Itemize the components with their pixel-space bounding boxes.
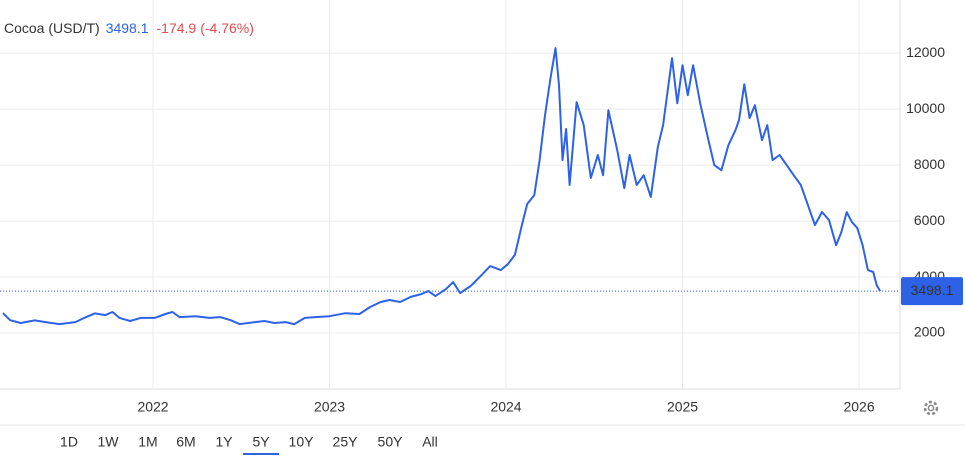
- range-button[interactable]: 50Y: [378, 434, 404, 450]
- range-button[interactable]: 1W: [98, 434, 120, 450]
- change-percent: (-4.76%): [200, 20, 254, 36]
- range-button[interactable]: 5Y: [252, 434, 270, 450]
- current-price-box: [901, 277, 963, 306]
- price: 3498.1: [106, 20, 149, 36]
- change: -174.9: [157, 20, 197, 36]
- range-button[interactable]: 6M: [176, 434, 195, 450]
- y-tick-label: 8000: [914, 156, 945, 172]
- settings-icon[interactable]: [923, 400, 939, 416]
- x-tick-label: 2026: [843, 399, 874, 415]
- range-button[interactable]: All: [422, 434, 438, 450]
- x-tick-label: 2024: [490, 399, 521, 415]
- current-price-label: 3498.1: [911, 282, 954, 298]
- y-tick-label: 10000: [906, 100, 945, 116]
- range-button[interactable]: 10Y: [289, 434, 315, 450]
- y-tick-label: 12000: [906, 44, 945, 60]
- x-tick-label: 2025: [667, 399, 698, 415]
- y-tick-label: 6000: [914, 212, 945, 228]
- y-tick-label: 2000: [914, 324, 945, 340]
- x-tick-label: 2022: [137, 399, 168, 415]
- range-underline: [243, 453, 279, 455]
- header: Cocoa (USD/T) 3498.1 -174.9 (-4.76%): [4, 20, 254, 36]
- range-button[interactable]: 25Y: [333, 434, 359, 450]
- price-line: [2, 47, 882, 326]
- title: Cocoa (USD/T): [4, 20, 100, 36]
- range-button[interactable]: 1D: [60, 434, 78, 450]
- range-button[interactable]: 1M: [138, 434, 157, 450]
- x-tick-label: 2023: [314, 399, 345, 415]
- range-button[interactable]: 1Y: [215, 434, 233, 450]
